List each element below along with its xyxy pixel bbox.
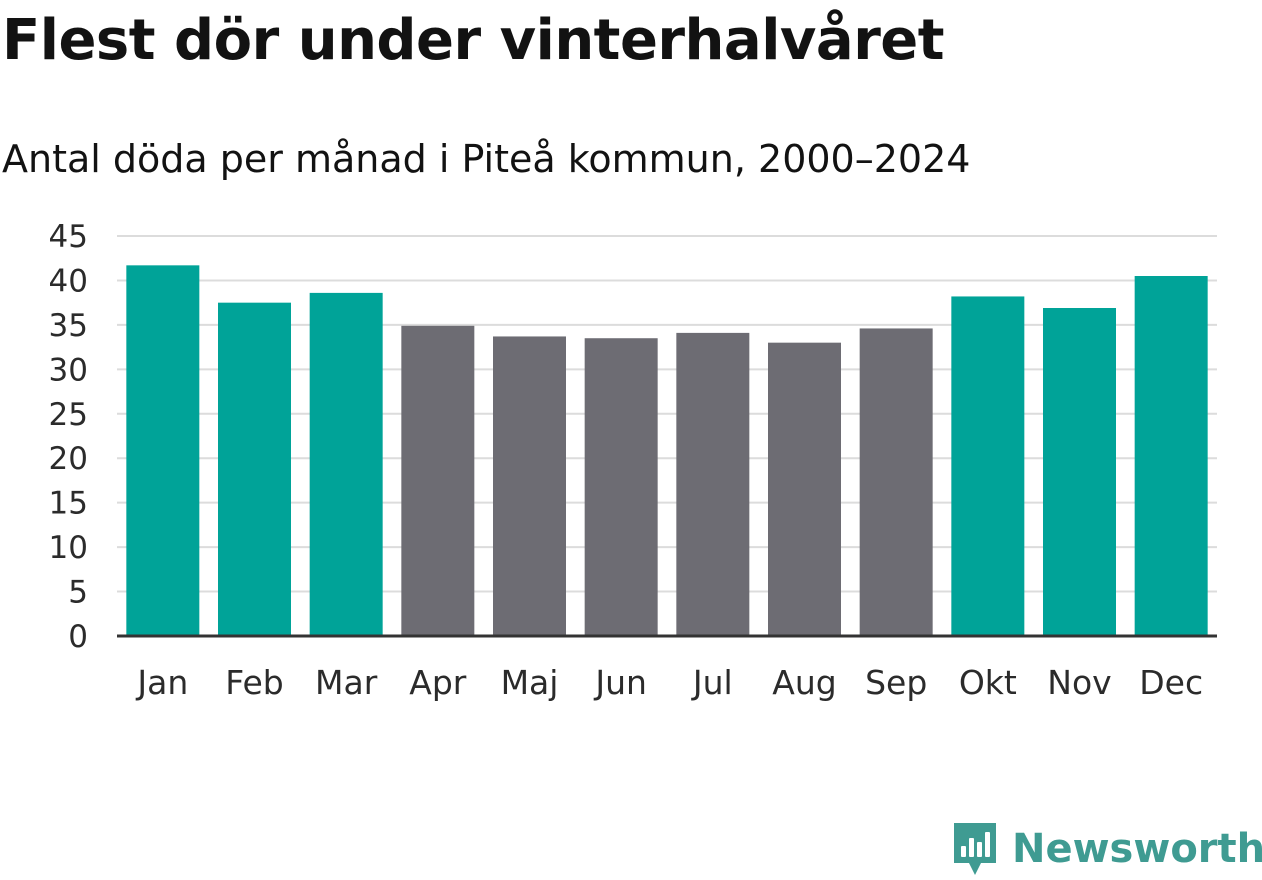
bar-mar — [309, 292, 383, 636]
y-tick-label: 0 — [68, 619, 88, 655]
chart-title: Flest dör under vinterhalvåret — [2, 8, 945, 73]
bar-apr — [401, 325, 475, 636]
x-tick-label: Mar — [315, 663, 378, 702]
bar-jun — [584, 338, 658, 636]
bar-jul — [676, 332, 750, 636]
x-tick-label: Maj — [501, 663, 559, 702]
x-tick-label: Feb — [225, 663, 283, 702]
brand-logo: Newsworthy — [950, 818, 1262, 880]
x-tick-label: Jan — [135, 663, 188, 702]
y-tick-label: 5 — [68, 575, 88, 611]
chart-subtitle: Antal döda per månad i Piteå kommun, 200… — [2, 137, 971, 181]
y-tick-label: 15 — [49, 486, 88, 522]
x-tick-label: Jul — [691, 663, 733, 702]
y-axis-ticks: 0 5 10 15 20 25 30 35 40 45 — [49, 219, 88, 655]
x-tick-label: Jun — [593, 663, 647, 702]
y-tick-label: 35 — [49, 308, 88, 344]
bar-nov — [1043, 308, 1116, 636]
x-tick-label: Apr — [409, 663, 467, 702]
x-axis-ticks: Jan Feb Mar Apr Maj Jun Jul Aug Sep Okt Nov Dec — [135, 663, 1203, 702]
x-tick-label: Dec — [1139, 663, 1203, 702]
brand-name: Newsworthy — [1012, 826, 1262, 872]
x-tick-label: Aug — [772, 663, 836, 702]
bar-feb — [218, 302, 291, 636]
newsworthy-logo-icon — [954, 823, 996, 875]
x-tick-label: Sep — [865, 663, 927, 702]
y-tick-label: 20 — [49, 441, 88, 477]
x-tick-label: Okt — [959, 663, 1017, 702]
bar-okt — [951, 296, 1025, 636]
y-tick-label: 25 — [49, 397, 88, 433]
bar-maj — [493, 336, 566, 636]
bar-jan — [126, 265, 200, 636]
bar-dec — [1134, 276, 1208, 636]
bar-sep — [859, 328, 933, 636]
y-tick-label: 10 — [49, 530, 88, 566]
bar-aug — [768, 342, 841, 636]
bars — [126, 265, 1208, 636]
gridlines — [117, 235, 1217, 593]
x-tick-label: Nov — [1047, 663, 1111, 702]
y-tick-label: 30 — [49, 352, 88, 388]
y-tick-label: 40 — [49, 263, 88, 299]
y-tick-label: 45 — [49, 219, 88, 255]
